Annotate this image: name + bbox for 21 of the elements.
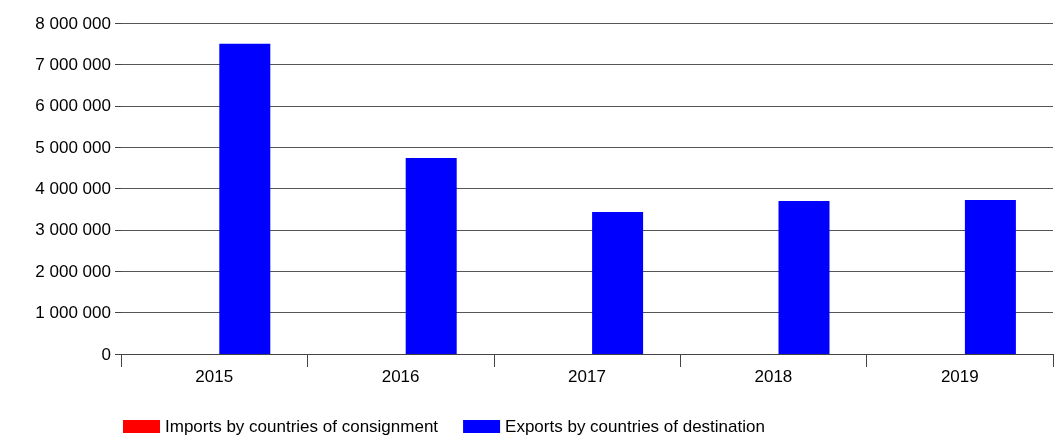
y-tick-label: 0	[101, 344, 111, 364]
x-tick-label: 2016	[381, 367, 420, 386]
y-tick-label: 2 000 000	[35, 261, 111, 281]
y-tick-label: 4 000 000	[35, 179, 111, 198]
y-tick-label: 8 000 000	[35, 13, 111, 33]
bar	[964, 200, 1016, 354]
x-tick-label: 2017	[568, 367, 606, 386]
y-tick-label: 5 000 000	[35, 137, 111, 157]
bar	[778, 200, 830, 354]
bar	[219, 43, 271, 354]
legend-label: Exports by countries of destination	[505, 417, 765, 436]
y-tick-label: 1 000 000	[35, 303, 111, 323]
x-tick-label: 2015	[195, 367, 234, 386]
y-tick-label: 6 000 000	[35, 96, 111, 116]
x-tick-label: 2018	[754, 367, 793, 386]
bar	[405, 157, 457, 354]
y-tick-label: 7 000 000	[35, 54, 111, 74]
x-tick-label: 2019	[940, 367, 979, 386]
legend-label: Imports by countries of consignment	[165, 417, 439, 436]
bar	[592, 212, 644, 354]
y-tick-label: 3 000 000	[35, 220, 111, 240]
